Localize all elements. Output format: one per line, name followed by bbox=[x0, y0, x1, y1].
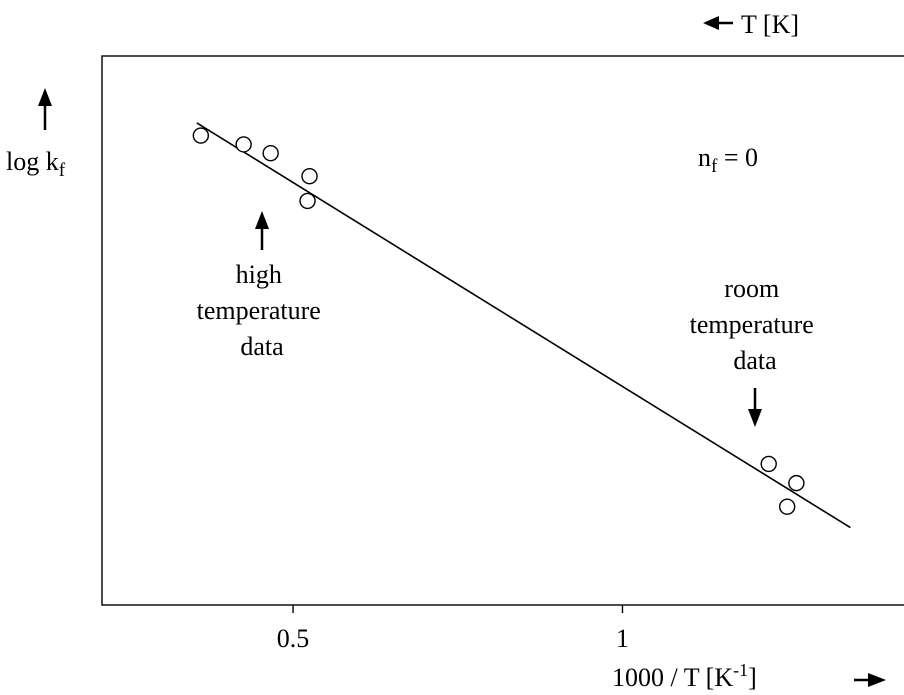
top-axis-arrow-icon bbox=[703, 16, 733, 30]
y-axis-arrow-icon bbox=[38, 88, 52, 130]
data-point bbox=[235, 136, 252, 153]
room-temp-line-2: temperature bbox=[690, 310, 814, 339]
data-point bbox=[760, 455, 777, 473]
high-temp-line-1: high bbox=[236, 260, 282, 289]
x-ticks: 0.5 1 bbox=[277, 605, 629, 653]
room-temp-line-1: room bbox=[724, 274, 779, 303]
room-temp-line-3: data bbox=[733, 346, 777, 375]
x-axis-arrow-icon bbox=[854, 673, 886, 687]
data-point bbox=[778, 498, 796, 515]
high-temp-label: high temperature data bbox=[197, 260, 328, 361]
room-temp-arrow-icon bbox=[748, 388, 762, 427]
data-point bbox=[192, 127, 210, 144]
x-tick-label: 0.5 bbox=[277, 624, 310, 653]
data-points bbox=[192, 127, 805, 515]
plot-frame bbox=[101, 55, 904, 606]
data-point bbox=[788, 474, 805, 492]
high-temp-line-3: data bbox=[240, 332, 284, 361]
data-point bbox=[299, 192, 316, 210]
x-tick-label: 1 bbox=[616, 624, 629, 653]
y-axis-label: log kf bbox=[6, 147, 66, 181]
x-axis-label: 1000 / T [K-1] bbox=[612, 660, 757, 692]
nf-annotation: nf = 0 bbox=[698, 143, 758, 177]
top-axis-label: T [K] bbox=[741, 10, 799, 39]
data-point bbox=[262, 144, 279, 162]
fit-line bbox=[196, 122, 851, 529]
high-temp-arrow-icon bbox=[255, 211, 269, 250]
data-point bbox=[301, 168, 318, 185]
room-temp-label: room temperature data bbox=[690, 274, 821, 375]
high-temp-line-2: temperature bbox=[197, 296, 321, 325]
